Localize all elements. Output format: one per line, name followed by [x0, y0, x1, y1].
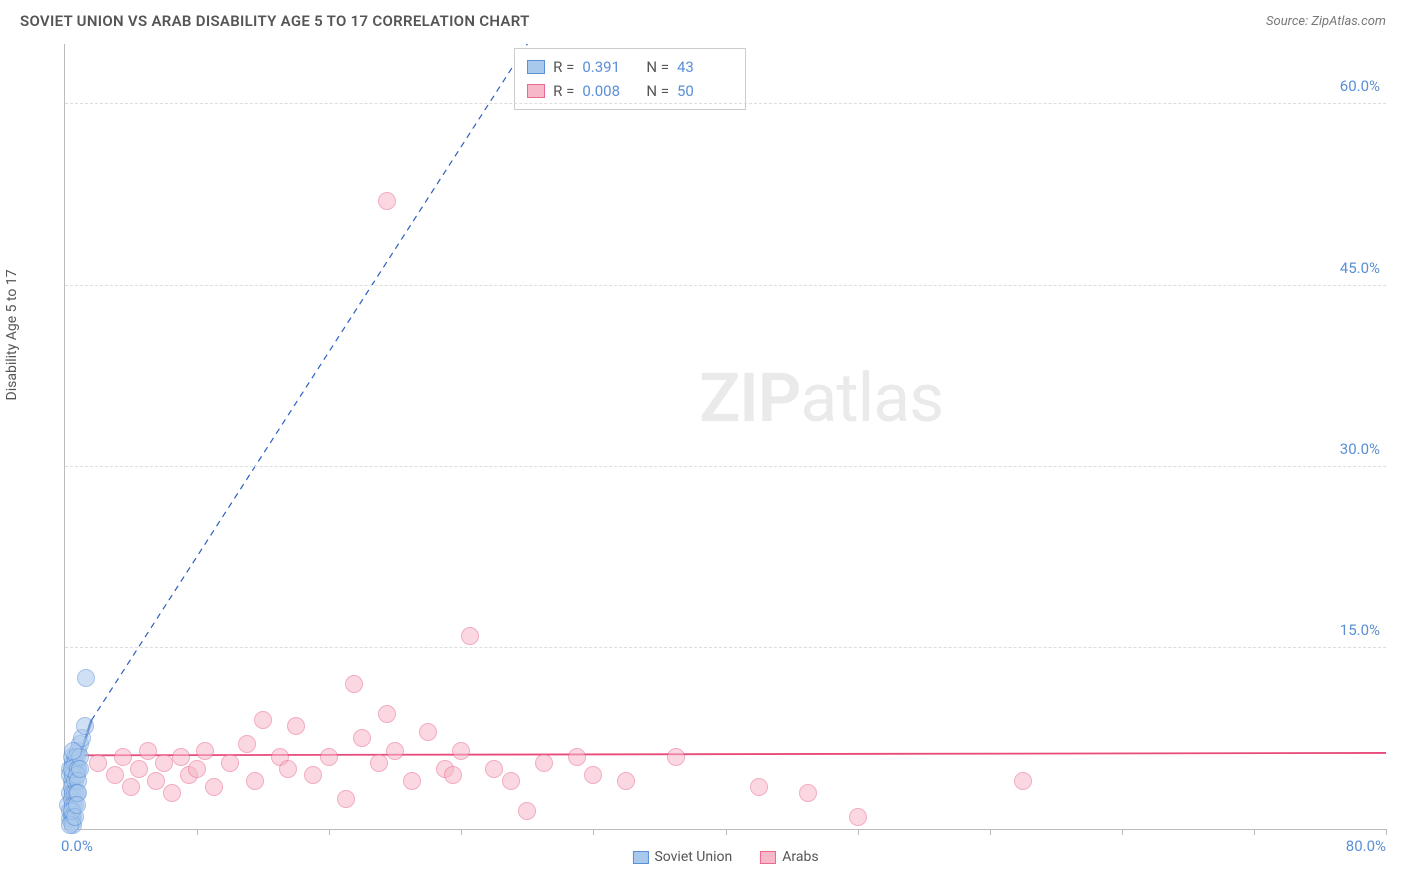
data-point — [287, 717, 305, 735]
data-point — [535, 754, 553, 772]
data-point — [304, 766, 322, 784]
data-point — [238, 735, 256, 753]
data-point — [68, 796, 86, 814]
data-point — [196, 742, 214, 760]
data-point — [1014, 772, 1032, 790]
legend-label: Soviet Union — [654, 849, 732, 865]
legend-swatch — [527, 84, 545, 98]
gridline — [65, 466, 1386, 467]
n-value: 50 — [677, 79, 723, 103]
x-tick — [1254, 829, 1255, 835]
data-point — [172, 748, 190, 766]
legend-label: Arabs — [782, 849, 818, 865]
x-tick — [593, 829, 594, 835]
r-value: 0.391 — [582, 55, 628, 79]
data-point — [188, 760, 206, 778]
gridline — [65, 285, 1386, 286]
x-tick — [990, 829, 991, 835]
data-point — [155, 754, 173, 772]
data-point — [114, 748, 132, 766]
data-point — [221, 754, 239, 772]
x-tick — [726, 829, 727, 835]
data-point — [485, 760, 503, 778]
x-tick — [1122, 829, 1123, 835]
data-point — [130, 760, 148, 778]
data-point — [147, 772, 165, 790]
plot-area: ZIPatlas R =0.391N =43R =0.008N =50 0.0%… — [64, 44, 1386, 830]
x-min-label: 0.0% — [61, 837, 93, 855]
source-attribution: Source: ZipAtlas.com — [1266, 14, 1386, 29]
data-point — [205, 778, 223, 796]
data-point — [345, 675, 363, 693]
data-point — [378, 705, 396, 723]
chart-container: Disability Age 5 to 17 ZIPatlas R =0.391… — [20, 44, 1386, 872]
data-point — [461, 627, 479, 645]
gridline — [65, 647, 1386, 648]
x-tick — [197, 829, 198, 835]
data-point — [617, 772, 635, 790]
data-point — [444, 766, 462, 784]
data-point — [89, 754, 107, 772]
y-tick-label: 15.0% — [1340, 621, 1380, 639]
data-point — [378, 192, 396, 210]
y-tick-label: 60.0% — [1340, 77, 1380, 95]
x-tick — [461, 829, 462, 835]
n-value: 43 — [677, 55, 723, 79]
data-point — [320, 748, 338, 766]
y-tick-label: 30.0% — [1340, 440, 1380, 458]
legend-swatch — [527, 60, 545, 74]
data-point — [122, 778, 140, 796]
n-label: N = — [646, 55, 669, 79]
correlation-legend: R = 0.391 N = 43 R = 0.008 N = 50 — [514, 48, 746, 110]
r-value: 0.008 — [582, 79, 628, 103]
watermark: ZIPatlas — [699, 358, 943, 438]
data-point — [163, 784, 181, 802]
data-point — [386, 742, 404, 760]
chart-title: SOVIET UNION VS ARAB DISABILITY AGE 5 TO… — [20, 12, 530, 30]
data-point — [254, 711, 272, 729]
data-point — [139, 742, 157, 760]
data-point — [106, 766, 124, 784]
legend-swatch — [760, 851, 776, 864]
y-axis-label: Disability Age 5 to 17 — [4, 269, 20, 400]
series-legend: Soviet Union Arabs — [632, 849, 818, 865]
x-max-label: 80.0% — [1346, 837, 1386, 855]
data-point — [76, 717, 94, 735]
data-point — [419, 723, 437, 741]
gridline — [65, 103, 1386, 104]
n-label: N = — [646, 79, 669, 103]
data-point — [370, 754, 388, 772]
legend-item: Soviet Union — [632, 849, 732, 865]
data-point — [584, 766, 602, 784]
data-point — [403, 772, 421, 790]
y-tick-label: 45.0% — [1340, 259, 1380, 277]
data-point — [518, 802, 536, 820]
data-point — [337, 790, 355, 808]
data-point — [279, 760, 297, 778]
data-point — [799, 784, 817, 802]
legend-swatch — [632, 851, 648, 864]
legend-item: Arabs — [760, 849, 818, 865]
r-label: R = — [553, 55, 574, 79]
data-point — [71, 760, 89, 778]
x-tick — [1386, 829, 1387, 835]
r-label: R = — [553, 79, 574, 103]
legend-stat-row: R = 0.008 N = 50 — [527, 79, 733, 103]
data-point — [750, 778, 768, 796]
data-point — [452, 742, 470, 760]
x-tick — [329, 829, 330, 835]
data-point — [568, 748, 586, 766]
data-point — [353, 729, 371, 747]
data-point — [849, 808, 867, 826]
x-tick — [858, 829, 859, 835]
data-point — [502, 772, 520, 790]
data-point — [667, 748, 685, 766]
data-point — [64, 742, 82, 760]
data-point — [246, 772, 264, 790]
legend-stat-row: R = 0.391 N = 43 — [527, 55, 733, 79]
data-point — [77, 669, 95, 687]
